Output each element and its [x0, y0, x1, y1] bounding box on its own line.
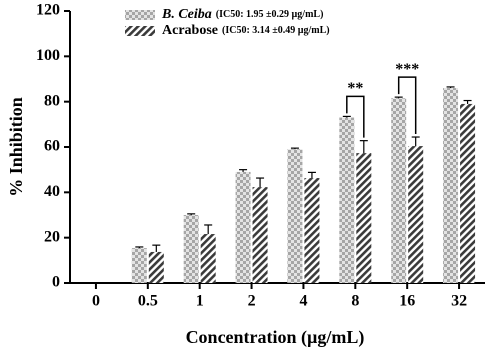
legend-name: Acrabose	[162, 23, 218, 38]
error-bar	[290, 147, 299, 150]
bar	[304, 178, 320, 283]
x-tick-label: 32	[451, 293, 467, 310]
bar	[131, 248, 147, 283]
bar	[460, 103, 476, 283]
bar	[287, 149, 303, 283]
x-tick-label: 0.5	[138, 293, 158, 310]
significance-label: ***	[395, 61, 419, 78]
y-tick-label: 40	[44, 183, 60, 200]
x-tick-label: 4	[299, 293, 307, 310]
legend-note: (IC50: 3.14 ±0.49 µg/mL)	[222, 25, 330, 36]
bar	[391, 98, 407, 284]
bar	[252, 187, 268, 283]
y-tick-label: 120	[36, 2, 60, 19]
legend-note: (IC50: 1.95 ±0.29 µg/mL)	[216, 9, 324, 20]
error-bar	[152, 244, 161, 252]
bar	[356, 153, 372, 283]
bar	[339, 117, 355, 284]
y-tick-label: 20	[44, 228, 60, 245]
error-bar	[411, 136, 420, 147]
legend-entry: Acrabose (IC50: 3.14 ±0.49 µg/mL)	[162, 23, 330, 38]
error-bar	[463, 99, 472, 104]
error-bar	[394, 96, 403, 99]
legend-entry: B. Ceiba (IC50: 1.95 ±0.29 µg/mL)	[161, 7, 323, 22]
bar	[408, 146, 424, 283]
x-tick-label: 8	[351, 293, 359, 310]
x-tick-label: 1	[196, 293, 204, 310]
error-bar	[307, 171, 316, 179]
error-bar	[187, 213, 196, 215]
x-tick-label: 2	[248, 293, 256, 310]
y-tick-label: 60	[44, 138, 60, 155]
y-tick-label: 100	[36, 47, 60, 64]
significance-bracket	[346, 95, 365, 138]
x-tick-label: 16	[399, 293, 415, 310]
bar	[183, 215, 199, 283]
bar	[235, 171, 251, 283]
error-bar	[359, 140, 368, 154]
error-bar	[342, 115, 351, 118]
error-bar	[256, 177, 265, 188]
significance-bracket	[397, 76, 417, 135]
error-bar	[204, 224, 213, 235]
legend-name: B. Ceiba	[161, 7, 212, 22]
bar	[200, 234, 216, 283]
legend-swatch	[125, 26, 155, 36]
y-axis-title: % Inhibition	[6, 97, 26, 197]
x-axis-title: Concentration (µg/mL)	[186, 327, 365, 348]
bar	[443, 88, 459, 283]
bar	[148, 251, 164, 283]
x-tick-label: 0	[92, 293, 100, 310]
error-bar	[135, 246, 144, 249]
y-tick-label: 80	[44, 92, 60, 109]
significance-label: **	[347, 80, 363, 97]
legend-swatch	[125, 10, 155, 20]
error-bar	[239, 169, 248, 172]
y-tick-label: 0	[52, 274, 60, 291]
error-bar	[446, 86, 455, 89]
